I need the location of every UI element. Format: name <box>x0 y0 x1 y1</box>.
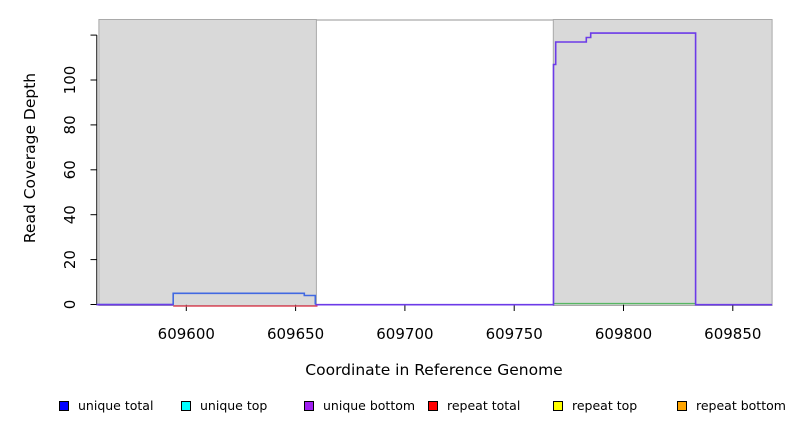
legend-item-repeat-total: repeat total <box>428 398 520 414</box>
y-axis-title: Read Coverage Depth <box>21 72 39 244</box>
legend-label: unique bottom <box>323 398 416 413</box>
svg-text:609800: 609800 <box>595 325 652 343</box>
legend-item-repeat-top: repeat top <box>553 398 637 414</box>
svg-text:80: 80 <box>61 115 79 134</box>
svg-text:20: 20 <box>61 250 79 269</box>
legend-item-repeat-bottom: repeat bottom <box>677 398 786 414</box>
legend-item-unique-top: unique top <box>181 398 267 414</box>
legend-item-unique-total: unique total <box>59 398 153 414</box>
legend: unique total unique top unique bottom re… <box>0 398 792 418</box>
svg-text:60: 60 <box>61 160 79 179</box>
legend-label: unique top <box>200 398 268 413</box>
legend-swatch-repeat-top-icon <box>553 401 563 411</box>
svg-text:40: 40 <box>61 205 79 224</box>
legend-swatch-unique-top-icon <box>181 401 191 411</box>
svg-text:609650: 609650 <box>267 325 324 343</box>
legend-swatch-unique-total-icon <box>59 401 69 411</box>
svg-text:609600: 609600 <box>158 325 215 343</box>
legend-swatch-repeat-bottom-icon <box>677 401 687 411</box>
legend-label: unique total <box>78 398 154 413</box>
svg-text:609750: 609750 <box>486 325 543 343</box>
legend-item-unique-bottom: unique bottom <box>304 398 415 414</box>
legend-label: repeat top <box>572 398 638 413</box>
svg-text:100: 100 <box>61 66 79 95</box>
legend-swatch-unique-bottom-icon <box>304 401 314 411</box>
legend-swatch-repeat-total-icon <box>428 401 438 411</box>
svg-text:0: 0 <box>61 300 79 310</box>
x-axis-title: Coordinate in Reference Genome <box>305 361 563 379</box>
svg-text:609850: 609850 <box>704 325 761 343</box>
legend-label: repeat bottom <box>696 398 786 413</box>
svg-text:609700: 609700 <box>376 325 433 343</box>
legend-label: repeat total <box>447 398 521 413</box>
